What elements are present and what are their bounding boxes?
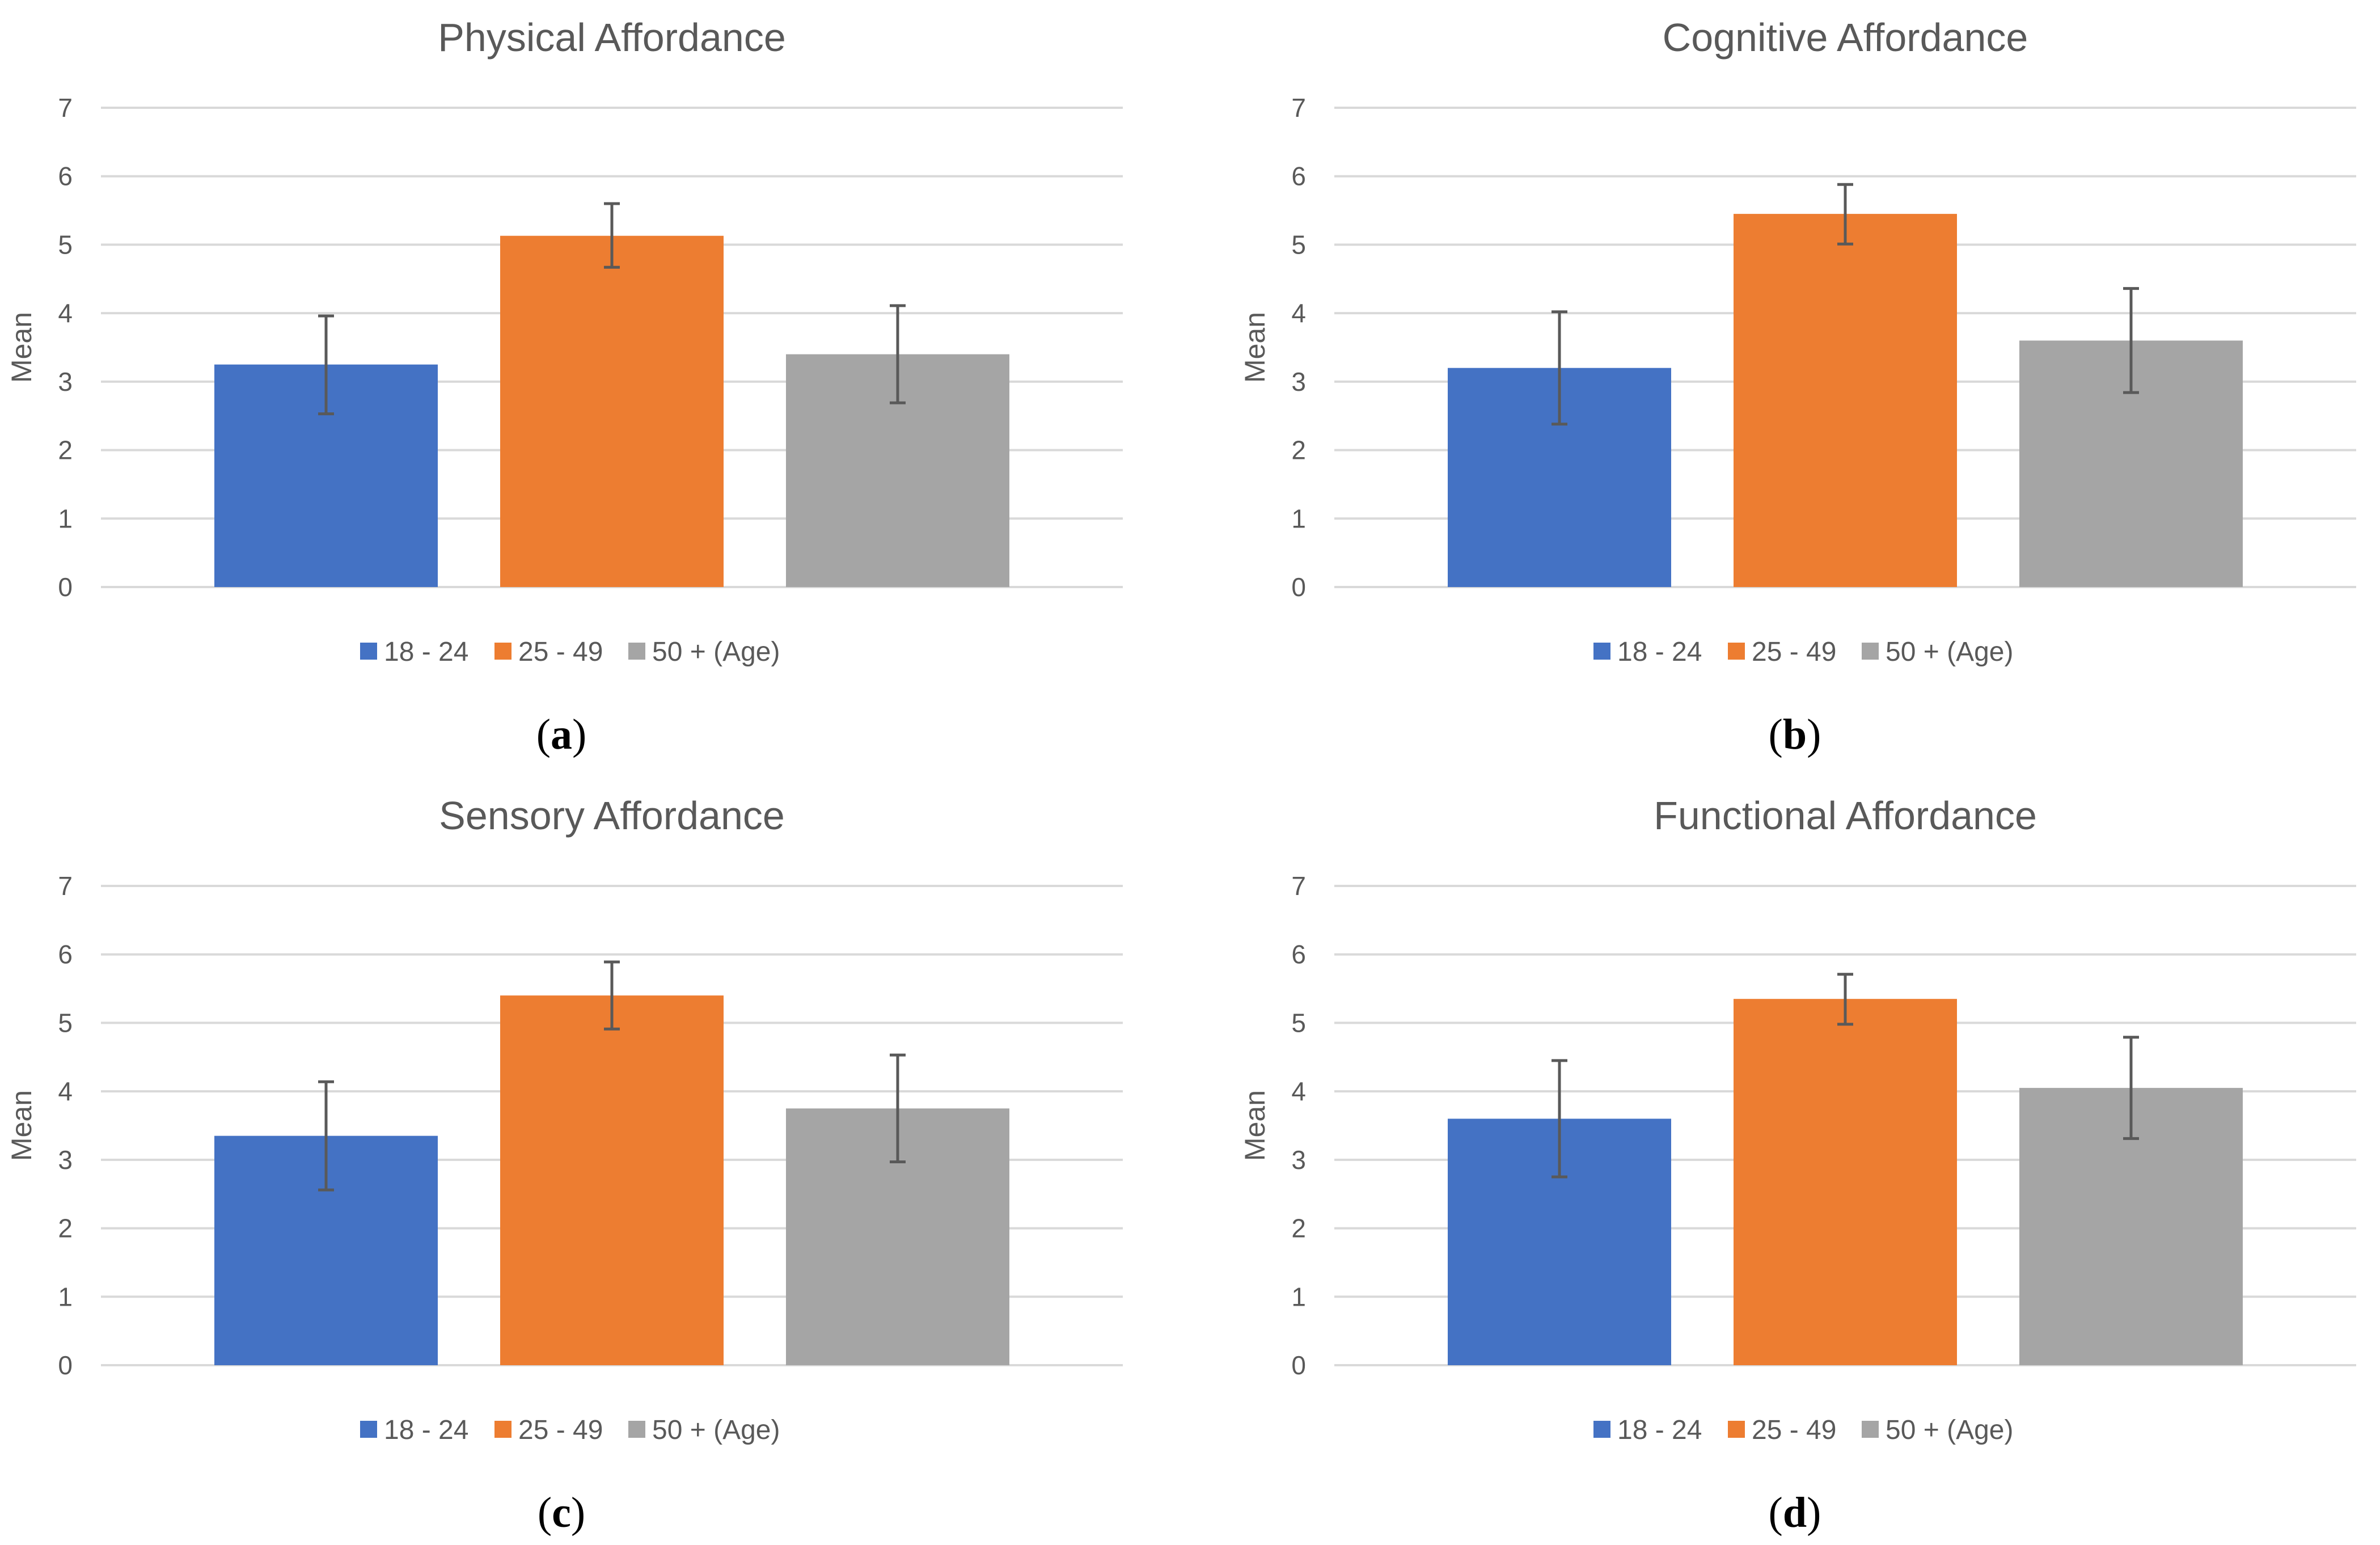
y-tick-label: 7 [58, 93, 73, 123]
y-tick-label: 1 [58, 504, 73, 533]
y-tick-label: 3 [1291, 367, 1306, 396]
panel-caption-letter: a [551, 711, 572, 758]
legend-label: 25 - 49 [518, 637, 603, 667]
y-tick-label: 6 [58, 940, 73, 969]
panel-caption: (a) [536, 711, 587, 758]
y-tick-label: 2 [58, 436, 73, 465]
y-tick-label: 4 [1291, 298, 1306, 328]
legend-swatch [1862, 643, 1879, 660]
y-tick-label: 5 [58, 1008, 73, 1037]
legend: 18 - 24 25 - 49 50 + (Age) [360, 1415, 780, 1445]
error-bar [604, 960, 620, 1031]
legend-label: 25 - 49 [1752, 637, 1836, 667]
y-tick-label: 6 [58, 162, 73, 191]
error-bar [1837, 183, 1853, 246]
y-tick-label: 2 [1291, 1214, 1306, 1243]
error-bar [2123, 287, 2139, 394]
y-tick-label: 5 [1291, 1008, 1306, 1037]
y-axis-label: Mean [6, 312, 37, 383]
legend-label: 18 - 24 [1617, 1415, 1702, 1445]
panel-caption: (b) [1769, 711, 1821, 758]
legend-swatch [628, 643, 645, 660]
y-tick-label: 4 [58, 1077, 73, 1106]
panel-caption: (c) [538, 1489, 585, 1536]
bar [500, 235, 724, 587]
legend: 18 - 24 25 - 49 50 + (Age) [1593, 637, 2013, 667]
error-bar [318, 314, 334, 416]
panel-caption: (d) [1769, 1489, 1821, 1536]
chart-panel-c: Sensory Affordance 0 1 2 3 4 5 6 7 Mean 18 - 24 25 … [6, 793, 1123, 1536]
chart-title: Functional Affordance [1654, 793, 2037, 838]
chart-panel-a: Physical Affordance 0 1 2 3 4 5 6 7 Mean 18 - 24 25… [6, 15, 1123, 758]
legend-swatch [360, 1421, 377, 1438]
legend-label: 50 + (Age) [1886, 637, 2013, 667]
y-tick-label: 2 [1291, 436, 1306, 465]
y-tick-label: 3 [58, 367, 73, 396]
legend: 18 - 24 25 - 49 50 + (Age) [360, 637, 780, 667]
error-bar [604, 202, 620, 269]
y-tick-label: 5 [1291, 230, 1306, 259]
legend-swatch [360, 643, 377, 660]
y-tick-label: 6 [1291, 940, 1306, 969]
error-bar [2123, 1036, 2139, 1140]
chart-panel-b: Cognitive Affordance 0 1 2 3 4 5 6 7 Mean 18 - 24 2… [1239, 15, 2356, 758]
legend-swatch [1728, 643, 1745, 660]
y-tick-label: 3 [1291, 1145, 1306, 1175]
chart-title: Cognitive Affordance [1663, 15, 2028, 60]
legend-label: 18 - 24 [1617, 637, 1702, 667]
error-bar [1552, 310, 1567, 426]
legend-label: 25 - 49 [518, 1415, 603, 1445]
legend-swatch [1593, 643, 1610, 660]
y-axis-label: Mean [1239, 312, 1271, 383]
legend-swatch [1593, 1421, 1610, 1438]
panel-caption-letter: d [1783, 1489, 1807, 1536]
y-tick-label: 0 [58, 572, 73, 602]
panel-caption-letter: c [552, 1489, 571, 1536]
error-bar [1837, 973, 1853, 1026]
error-bar [1552, 1059, 1567, 1179]
y-tick-label: 6 [1291, 162, 1306, 191]
panel-caption-letter: b [1783, 711, 1807, 758]
y-tick-label: 0 [1291, 572, 1306, 602]
legend-label: 18 - 24 [384, 1415, 468, 1445]
legend-swatch [1862, 1421, 1879, 1438]
legend: 18 - 24 25 - 49 50 + (Age) [1593, 1415, 2013, 1445]
y-axis-label: Mean [6, 1090, 37, 1161]
y-tick-label: 3 [58, 1145, 73, 1175]
legend-swatch [494, 1421, 511, 1438]
y-tick-label: 7 [1291, 93, 1306, 123]
legend-label: 18 - 24 [384, 637, 468, 667]
legend-swatch [494, 643, 511, 660]
chart-title: Physical Affordance [438, 15, 786, 60]
legend-label: 50 + (Age) [652, 637, 780, 667]
y-axis-label: Mean [1239, 1090, 1271, 1161]
y-tick-label: 5 [58, 230, 73, 259]
error-bar [318, 1080, 334, 1192]
chart-panel-d: Functional Affordance 0 1 2 3 4 5 6 7 Mean 18 - 24… [1239, 793, 2356, 1536]
y-tick-label: 1 [1291, 504, 1306, 533]
legend-swatch [628, 1421, 645, 1438]
y-tick-label: 0 [1291, 1350, 1306, 1380]
y-tick-label: 2 [58, 1214, 73, 1243]
y-tick-label: 4 [58, 298, 73, 328]
legend-label: 50 + (Age) [1886, 1415, 2013, 1445]
y-tick-label: 4 [1291, 1077, 1306, 1106]
bar [500, 995, 724, 1365]
legend-swatch [1728, 1421, 1745, 1438]
y-tick-label: 7 [1291, 871, 1306, 901]
bar [1734, 214, 1957, 587]
bar [1734, 999, 1957, 1365]
error-bar [890, 304, 906, 404]
y-tick-label: 7 [58, 871, 73, 901]
legend-label: 25 - 49 [1752, 1415, 1836, 1445]
chart-title: Sensory Affordance [439, 793, 785, 838]
error-bar [890, 1053, 906, 1163]
y-tick-label: 1 [1291, 1282, 1306, 1311]
y-tick-label: 0 [58, 1350, 73, 1380]
legend-label: 50 + (Age) [652, 1415, 780, 1445]
y-tick-label: 1 [58, 1282, 73, 1311]
